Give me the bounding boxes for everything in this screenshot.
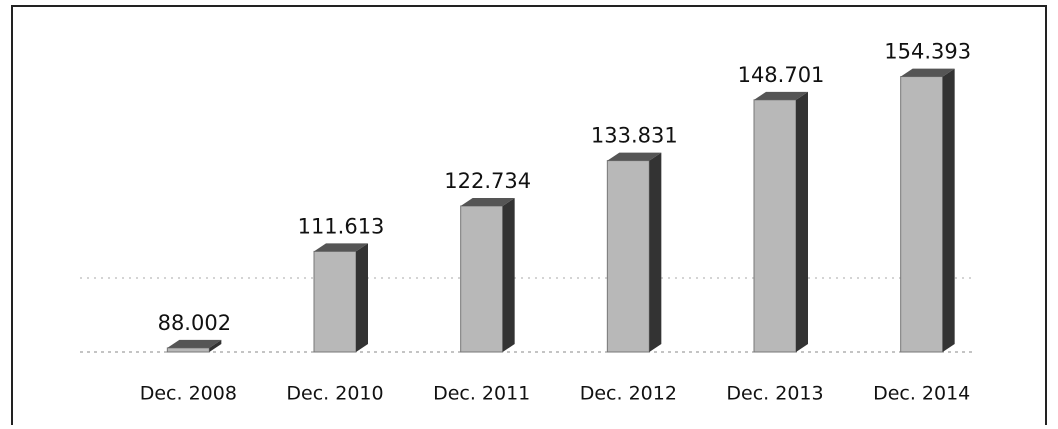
x-tick-label: Dec. 2013 [726,383,823,405]
bar-side [356,243,368,352]
data-label: 154.393 [884,40,971,64]
data-label: 88.002 [158,311,231,335]
bar-side [942,68,955,352]
data-label: 111.613 [298,214,385,238]
bar [606,152,662,353]
data-label: 148.701 [738,63,825,87]
bar [753,91,808,353]
chart-frame [11,5,1047,427]
bar-top [900,68,955,77]
bar-side [649,152,662,352]
bar-side [209,339,222,352]
bar [166,339,222,353]
bar [460,197,515,353]
bar-front [313,250,357,353]
bar-front [166,347,210,353]
bar-front [900,76,944,353]
bar-top [314,243,368,252]
bar-front [606,160,650,353]
x-tick-label: Dec. 2011 [433,383,530,405]
bar-top [460,197,515,206]
bar-top [754,91,808,100]
x-tick-label: Dec. 2014 [873,383,970,405]
bar [900,68,955,353]
bar [313,243,368,353]
bar-side [796,91,808,353]
data-label: 133.831 [591,124,678,148]
data-label: 122.734 [444,169,531,193]
x-tick-label: Dec. 2008 [140,383,237,405]
bar-front [753,99,797,353]
bar-top [607,152,662,161]
x-tick-label: Dec. 2010 [286,383,383,405]
bar-side [502,197,515,352]
bar-top [167,339,222,348]
x-tick-label: Dec. 2012 [580,383,677,405]
bar-front [460,205,504,353]
